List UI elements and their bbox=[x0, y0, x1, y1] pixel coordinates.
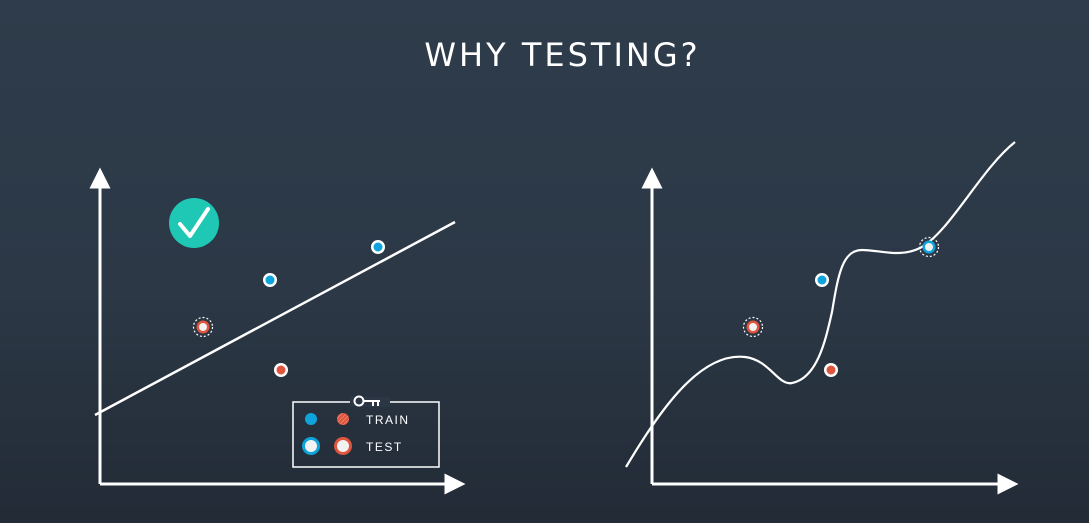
right-point-blue-test-1 bbox=[918, 236, 940, 258]
legend: TRAIN TEST bbox=[292, 395, 440, 468]
linear-fit-line bbox=[94, 220, 456, 417]
legend-test-red-swatch bbox=[334, 437, 352, 455]
legend-train-blue-swatch bbox=[305, 413, 317, 425]
right-panel bbox=[625, 141, 1019, 495]
left-panel: TRAIN TEST bbox=[89, 167, 466, 495]
key-icon bbox=[350, 395, 390, 407]
left-point-blue-train-1 bbox=[371, 240, 385, 254]
left-point-red-test-1 bbox=[192, 316, 214, 338]
checkmark-icon bbox=[169, 198, 219, 248]
left-point-red-train-1 bbox=[274, 363, 288, 377]
legend-train-label: TRAIN bbox=[366, 413, 410, 427]
left-point-blue-train-2 bbox=[263, 273, 277, 287]
right-point-blue-train-1 bbox=[815, 273, 829, 287]
right-point-red-test-1 bbox=[742, 316, 764, 338]
slide-title: WHY TESTING? bbox=[424, 36, 701, 74]
legend-train-red-swatch bbox=[337, 413, 349, 425]
legend-test-blue-swatch bbox=[302, 437, 320, 455]
legend-test-label: TEST bbox=[366, 440, 403, 454]
overfit-curve bbox=[625, 141, 1016, 468]
legend-box bbox=[292, 401, 440, 468]
right-point-red-train-1 bbox=[824, 363, 838, 377]
